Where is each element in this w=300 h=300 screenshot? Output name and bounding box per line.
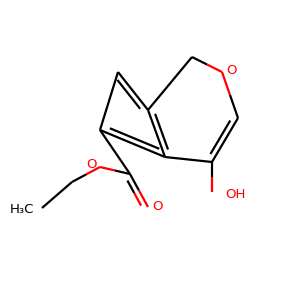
Text: H₃C: H₃C [10,203,34,216]
Text: O: O [86,158,97,170]
Text: O: O [152,200,163,214]
Text: O: O [226,64,237,77]
Text: OH: OH [226,188,246,201]
